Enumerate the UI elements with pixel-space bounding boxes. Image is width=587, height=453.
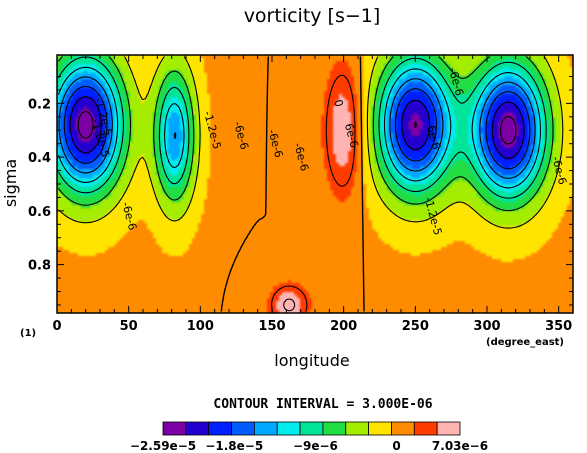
y-axis: 0.2 0.4 0.6 0.8 [28, 76, 573, 306]
x-axis-label: longitude [274, 351, 349, 370]
chart-title: vorticity [s−1] [244, 5, 381, 27]
contour-line [220, 56, 365, 312]
x-tick-label: 50 [120, 319, 138, 334]
colorbar-tick-label: −2.59e−5 [130, 439, 196, 453]
y-unit-label: (1) [20, 328, 36, 339]
colorbar-swatch [368, 421, 392, 436]
colorbar-tick-label: 7.03e−6 [432, 439, 488, 453]
contour-line [58, 76, 536, 179]
x-tick-label: 350 [545, 319, 572, 334]
colorbar-swatch [299, 421, 324, 436]
colorbar-swatch [322, 421, 347, 436]
colorbar-swatch [162, 421, 187, 436]
contour-label: 6e-6 [342, 122, 361, 149]
colorbar-tick-label: −9e−6 [293, 439, 338, 453]
x-tick-label: 0 [52, 319, 61, 334]
colorbar-swatch [436, 421, 461, 436]
colorbar-swatch [253, 421, 278, 436]
contour-line [69, 96, 525, 159]
y-tick-label: 0.2 [28, 97, 51, 112]
y-axis-label: sigma [1, 159, 20, 207]
colorbar-swatch [345, 421, 370, 436]
colorbar-swatch [185, 421, 210, 436]
y-tick-label: 0.8 [28, 259, 51, 274]
x-unit-label: (degree_east) [486, 337, 564, 348]
contour-line [58, 56, 564, 229]
colorbar-swatch [231, 421, 255, 436]
contour-line [271, 74, 356, 312]
contour-line [57, 66, 541, 189]
plot-area: -1.2e-5-1.8e-5-6e-6-1.2e-5 -6e-6 -6e-6 -6e-… [56, 54, 574, 314]
contour-lines [57, 56, 564, 312]
colorbar-tick-label: 0 [392, 439, 400, 453]
colorbar-swatch [276, 421, 301, 436]
contour-line [283, 298, 296, 312]
colorbar-swatch [391, 421, 415, 436]
y-tick-label: 0.4 [28, 151, 51, 166]
colorbar-swatch [208, 421, 232, 436]
colorbar-swatch [413, 421, 438, 436]
x-tick-label: 100 [187, 319, 214, 334]
colorbar: −2.59e−5 −1.8e−5 −9e−6 0 7.03e−6 [130, 421, 488, 453]
x-axis: 0 50 100 150 200 250 300 350 [52, 55, 574, 334]
contour-line [63, 85, 531, 170]
contour-interval-text: CONTOUR INTERVAL = 3.000E-06 [213, 397, 432, 412]
x-tick-label: 200 [330, 319, 357, 334]
x-tick-label: 300 [473, 319, 500, 334]
contour-line [58, 56, 554, 212]
colorbar-tick-label: −1.8e−5 [205, 439, 263, 453]
contour-label: 0 [331, 98, 345, 108]
contour-line [77, 110, 517, 145]
vorticity-field [57, 55, 573, 313]
contour-line [58, 56, 547, 199]
y-tick-label: 0.6 [28, 205, 51, 220]
x-tick-label: 250 [402, 319, 429, 334]
x-tick-label: 150 [258, 319, 285, 334]
